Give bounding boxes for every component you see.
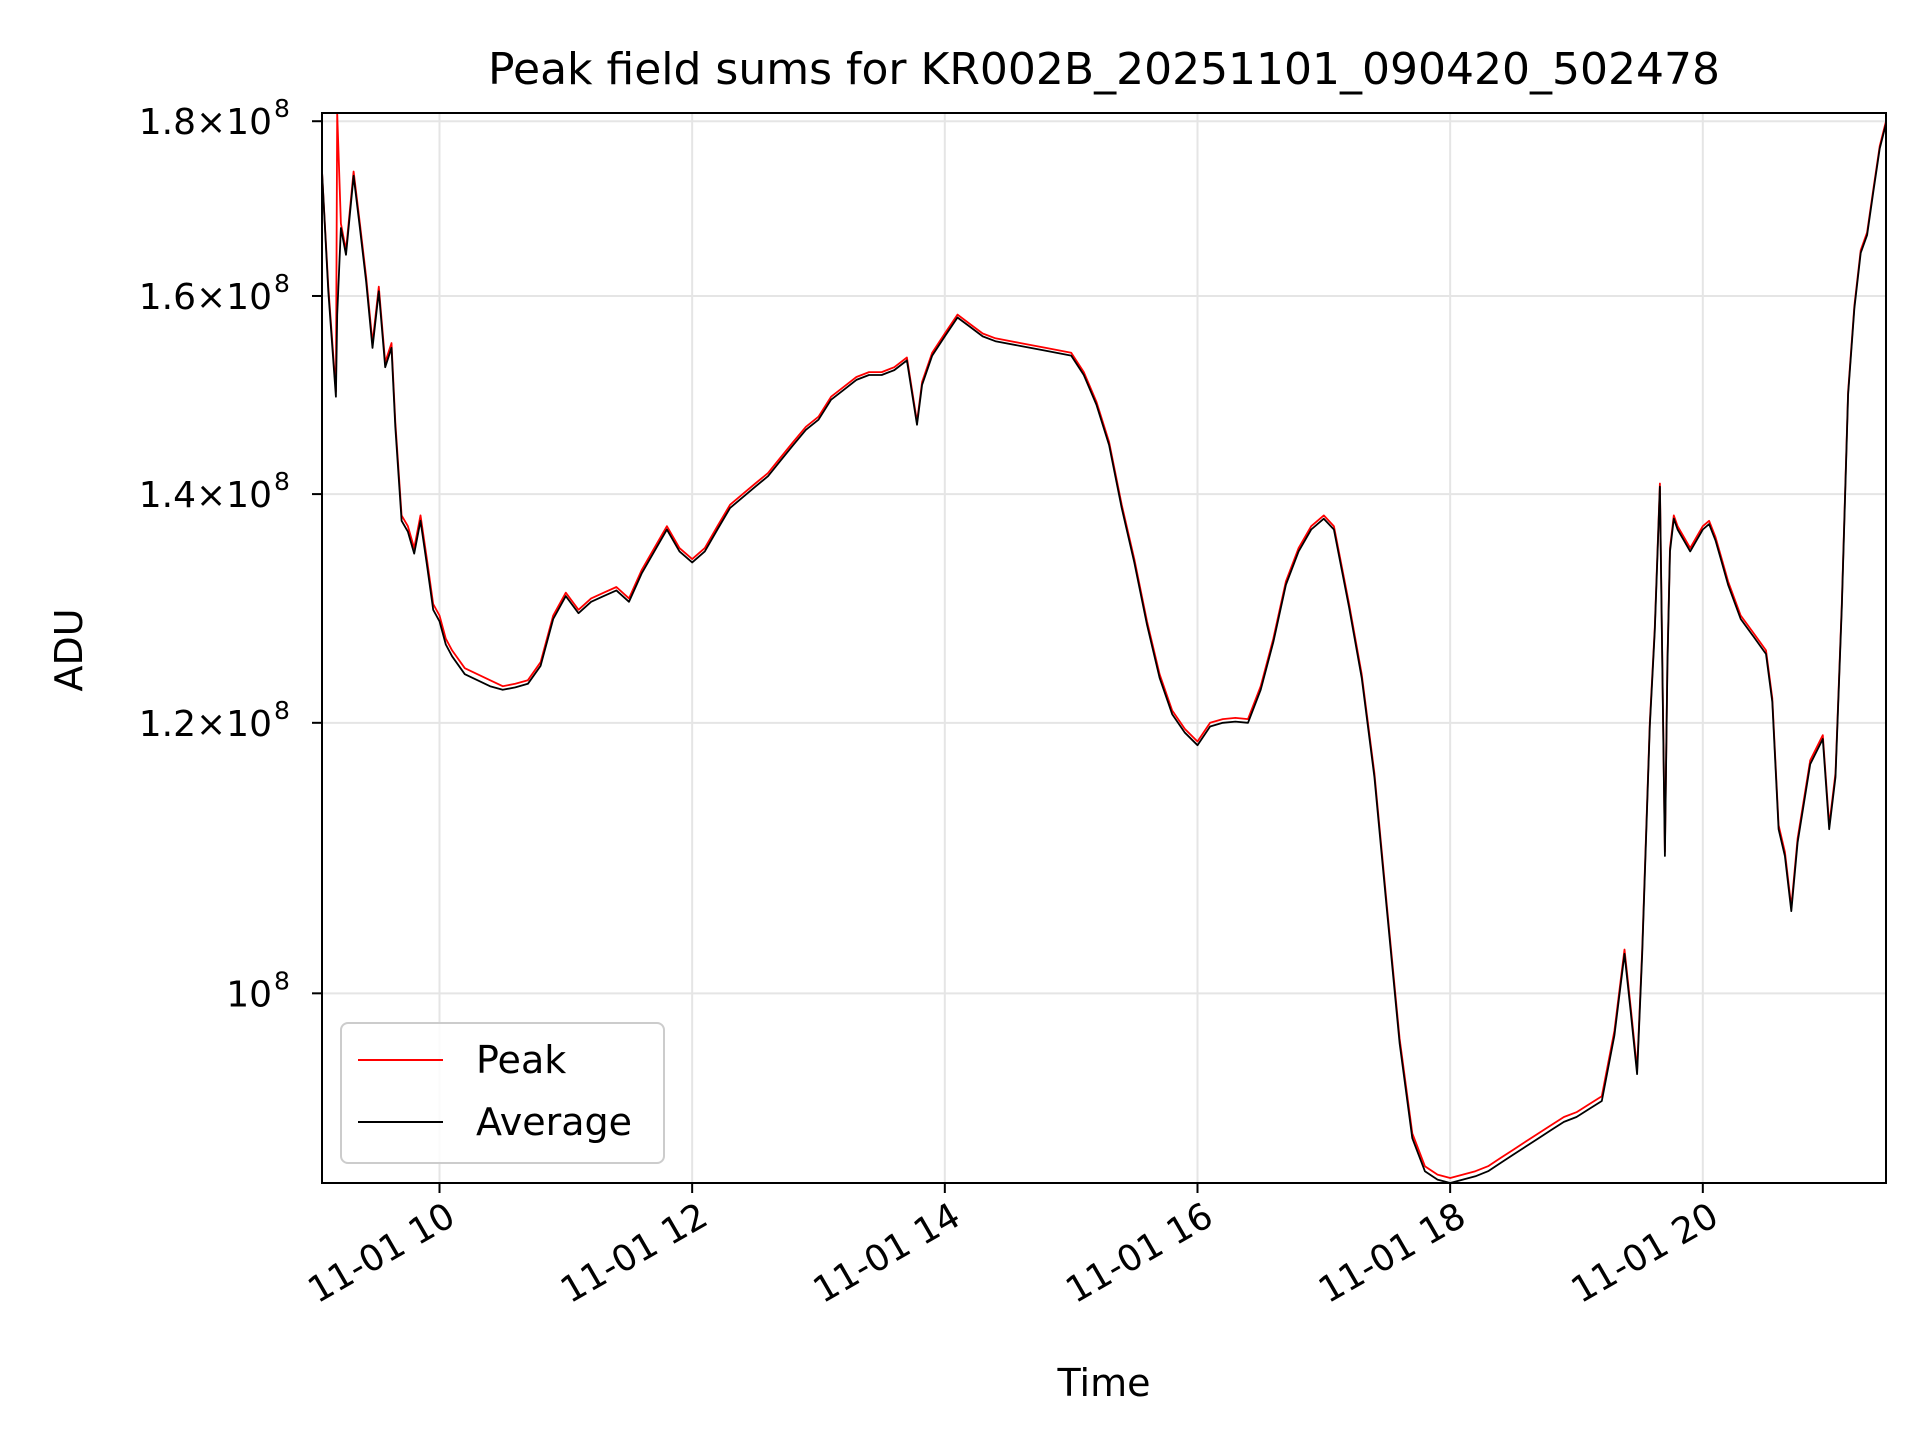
y-tick-label-base: 1.8×10 bbox=[139, 102, 272, 143]
y-axis: 10 81.2×10 81.4×10 81.6×10 81.8×10 8 bbox=[139, 94, 322, 1015]
y-tick-label-base: 1.2×10 bbox=[139, 704, 272, 745]
y-tick-label-exponent: 8 bbox=[274, 467, 290, 496]
legend-box bbox=[340, 1022, 665, 1164]
y-tick-label-exponent: 8 bbox=[274, 94, 290, 123]
y-tick-label-base: 1.4×10 bbox=[139, 475, 272, 516]
series-average-line bbox=[322, 123, 1886, 1183]
plot-series bbox=[322, 113, 1886, 1183]
x-axis-label: Time bbox=[1057, 1361, 1151, 1405]
grid bbox=[322, 113, 1886, 1183]
y-axis-label: ADU bbox=[47, 608, 91, 691]
y-tick-label-base: 10 bbox=[226, 974, 272, 1015]
y-tick-label: 1.4×10 8 bbox=[139, 467, 290, 516]
y-tick-label-exponent: 8 bbox=[274, 966, 290, 995]
y-tick-label: 1.6×10 8 bbox=[139, 269, 290, 318]
y-tick-label-base: 1.6×10 bbox=[139, 277, 272, 318]
y-tick-label: 1.2×10 8 bbox=[139, 696, 290, 745]
y-tick-label-exponent: 8 bbox=[274, 696, 290, 725]
legend: Peak Average bbox=[340, 1022, 665, 1164]
legend-average-label: Average bbox=[476, 1100, 632, 1144]
legend-peak-label: Peak bbox=[476, 1038, 566, 1082]
y-tick-label: 10 8 bbox=[226, 966, 290, 1015]
chart-title: Peak field sums for KR002B_20251101_0904… bbox=[488, 44, 1720, 95]
y-tick-label: 1.8×10 8 bbox=[139, 94, 290, 143]
plot-frame bbox=[321, 112, 1887, 1184]
y-tick-label-exponent: 8 bbox=[274, 269, 290, 298]
